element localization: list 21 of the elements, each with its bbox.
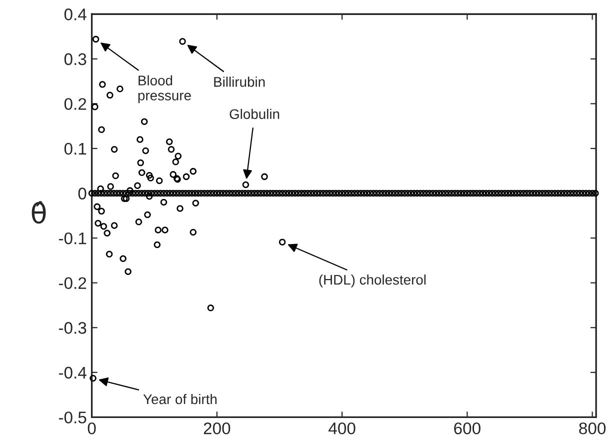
annotation: Year of birth: [143, 394, 217, 404]
y-tick-label: 0: [78, 188, 86, 200]
y-tick-label: -0.5: [58, 412, 86, 424]
annotation: Blood pressure: [138, 75, 191, 104]
x-tick-label: 600: [454, 422, 480, 434]
y-tick-label: 0.2: [64, 98, 86, 110]
x-tick-label: 200: [204, 422, 230, 434]
y-tick-label: -0.4: [58, 366, 86, 379]
y-tick-label: -0.3: [58, 322, 86, 334]
y-tick-label: -0.1: [58, 232, 86, 244]
y-tick-label: 0.1: [64, 142, 86, 155]
x-tick-label: 800: [579, 422, 606, 434]
x-tick-label: 400: [328, 422, 356, 434]
y-tick-label: 0.4: [64, 8, 86, 20]
annotation: Billirubin: [214, 76, 265, 87]
y-tick-label: -0.2: [58, 277, 86, 290]
x-tick-label: 0: [88, 422, 96, 434]
y-axis-title: θ̂: [32, 201, 46, 224]
y-tick-label: 0.3: [64, 53, 86, 66]
annotation: (HDL) cholesterol: [319, 274, 426, 288]
annotation: Globulin: [230, 108, 280, 120]
